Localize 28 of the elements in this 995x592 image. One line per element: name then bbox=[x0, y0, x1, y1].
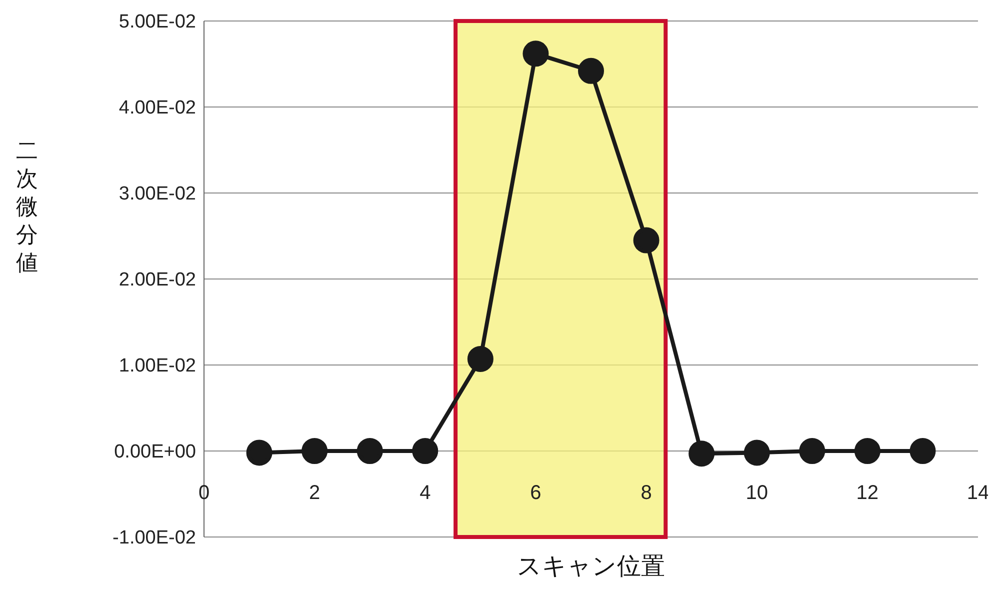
x-tick-label: 12 bbox=[856, 482, 879, 504]
point bbox=[688, 440, 715, 467]
y-tick-label: -1.00E-02 bbox=[112, 528, 196, 549]
point bbox=[467, 346, 494, 372]
x-tick-label: 8 bbox=[640, 482, 652, 504]
point bbox=[633, 227, 660, 254]
point bbox=[412, 438, 438, 464]
point bbox=[578, 58, 604, 84]
x-tick-label: 6 bbox=[530, 482, 542, 504]
point bbox=[744, 440, 770, 466]
point bbox=[799, 438, 826, 464]
y-axis-title: 二次微分値 bbox=[15, 138, 39, 278]
x-tick-label: 2 bbox=[309, 482, 320, 504]
y-tick-label: 4.00E-02 bbox=[118, 98, 196, 119]
x-tick-label: 10 bbox=[746, 482, 768, 504]
point bbox=[910, 438, 936, 464]
y-tick-label: 5.00E-02 bbox=[118, 12, 196, 33]
x-axis-title: スキャン位置 bbox=[516, 551, 666, 582]
x-tick-label: 4 bbox=[420, 482, 431, 504]
y-tick-label: 1.00E-02 bbox=[118, 356, 196, 377]
y-tick-label: 2.00E-02 bbox=[118, 270, 196, 291]
y-tick-label: 3.00E-02 bbox=[118, 184, 196, 205]
y-tick-label: 0.00E+00 bbox=[114, 442, 196, 463]
point bbox=[522, 40, 549, 67]
point bbox=[356, 438, 383, 464]
point bbox=[854, 438, 880, 464]
point bbox=[302, 438, 328, 464]
point bbox=[246, 440, 272, 466]
